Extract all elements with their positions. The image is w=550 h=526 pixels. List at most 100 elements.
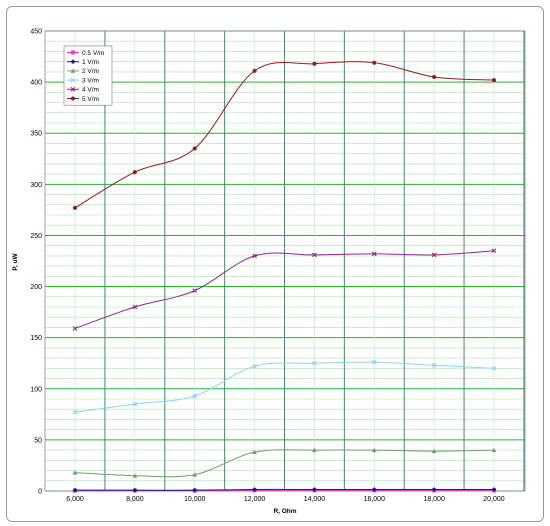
data-point <box>73 205 77 210</box>
data-point <box>132 170 137 175</box>
series-line <box>74 361 495 413</box>
x-tick-label: 14,000 <box>304 496 326 503</box>
x-tick-label: 16,000 <box>364 496 386 503</box>
y-tick-label: 100 <box>30 386 42 393</box>
data-point <box>491 248 497 254</box>
data-point <box>491 447 497 453</box>
marker-stroke <box>252 253 257 259</box>
marker-stroke <box>431 362 437 368</box>
data-point <box>431 487 437 492</box>
legend-item: 0.5 V/m <box>67 50 104 57</box>
data-point <box>431 362 437 368</box>
marker-stroke <box>252 363 257 369</box>
legend-marker <box>70 77 76 83</box>
data-point <box>371 359 377 365</box>
marker-stroke <box>132 401 138 407</box>
series-line <box>75 488 494 491</box>
marker-stroke <box>70 86 76 92</box>
plot-area <box>44 30 526 492</box>
marker-stroke <box>312 252 317 258</box>
data-point <box>371 447 377 453</box>
data-point <box>252 68 257 73</box>
data-point <box>192 146 197 151</box>
legend-box <box>63 45 113 106</box>
marker-stroke <box>72 409 78 415</box>
series-5 <box>73 60 496 210</box>
series-layer <box>72 60 497 493</box>
data-point <box>132 304 138 310</box>
marker-stroke <box>192 393 198 399</box>
data-point <box>252 253 257 259</box>
y-tick-label: 300 <box>30 182 42 189</box>
marker-stroke <box>132 304 138 310</box>
marker-stroke <box>72 326 78 331</box>
data-point <box>432 75 437 79</box>
x-tick-label: 8,000 <box>126 496 144 503</box>
legend-marker <box>70 68 76 73</box>
y-axis-ticks: 0 50 100 150 200 250 300 350 400 450 <box>30 29 42 496</box>
y-tick-label: 0 <box>38 489 42 496</box>
data-point <box>72 487 78 493</box>
data-point <box>72 409 78 415</box>
data-point <box>312 61 317 66</box>
marker-stroke <box>371 251 377 257</box>
series-2 <box>72 447 497 478</box>
y-tick-label: 150 <box>30 335 42 342</box>
legend-item: 3 V/m <box>67 77 99 84</box>
legend-label: 0.5 V/m <box>82 50 104 57</box>
legend-item: 5 V/m <box>67 96 99 103</box>
y-tick-label: 50 <box>34 437 42 444</box>
legend-item: 2 V/m <box>67 68 99 75</box>
marker-stroke <box>192 288 198 294</box>
legend-label: 3 V/m <box>82 77 99 84</box>
y-tick-label: 250 <box>30 233 42 240</box>
data-point <box>192 487 198 493</box>
data-point <box>192 393 198 399</box>
legend-item: 4 V/m <box>67 87 99 94</box>
marker-stroke <box>491 365 497 371</box>
data-point <box>371 487 377 492</box>
y-tick-label: 200 <box>30 284 42 291</box>
x-axis-title: R, Ohm <box>273 508 296 515</box>
data-point <box>371 251 377 257</box>
data-point <box>72 326 78 331</box>
series-1 <box>72 487 497 493</box>
marker-stroke <box>70 77 76 83</box>
data-point <box>491 487 497 492</box>
series-line <box>74 449 495 478</box>
legend-label: 1 V/m <box>82 59 99 66</box>
data-point <box>132 401 138 407</box>
y-tick-label: 450 <box>30 29 42 36</box>
x-tick-label: 18,000 <box>423 496 445 503</box>
legend-marker <box>71 50 75 55</box>
data-point <box>252 363 257 369</box>
legend-label: 4 V/m <box>82 87 99 94</box>
x-tick-label: 6,000 <box>66 496 84 503</box>
legend-label: 2 V/m <box>82 68 99 75</box>
data-point <box>132 487 138 493</box>
series-line <box>74 250 495 329</box>
data-point <box>431 448 437 454</box>
data-point <box>312 487 317 492</box>
data-point <box>252 487 257 492</box>
x-tick-label: 10,000 <box>184 496 206 503</box>
legend-marker <box>70 59 76 65</box>
legend: 0.5 V/m 1 V/m 2 V/m 3 V/m 4 V/m 5 V/m <box>63 45 113 106</box>
legend-label: 5 V/m <box>82 96 99 103</box>
x-axis-ticks: 6,000 8,000 10,000 12,000 14,000 16,000 18,000… <box>66 496 505 503</box>
legend-marker <box>71 96 75 101</box>
x-tick-label: 20,000 <box>483 496 505 503</box>
data-point <box>312 252 317 258</box>
data-point <box>192 288 198 294</box>
data-point <box>252 449 257 455</box>
data-point <box>312 360 317 366</box>
marker-stroke <box>491 248 497 254</box>
y-tick-label: 350 <box>30 131 42 138</box>
y-tick-label: 400 <box>30 80 42 87</box>
data-point <box>72 470 78 475</box>
data-point <box>431 252 437 258</box>
series-3 <box>72 359 497 415</box>
marker-stroke <box>312 360 317 366</box>
legend-item: 1 V/m <box>67 59 99 66</box>
